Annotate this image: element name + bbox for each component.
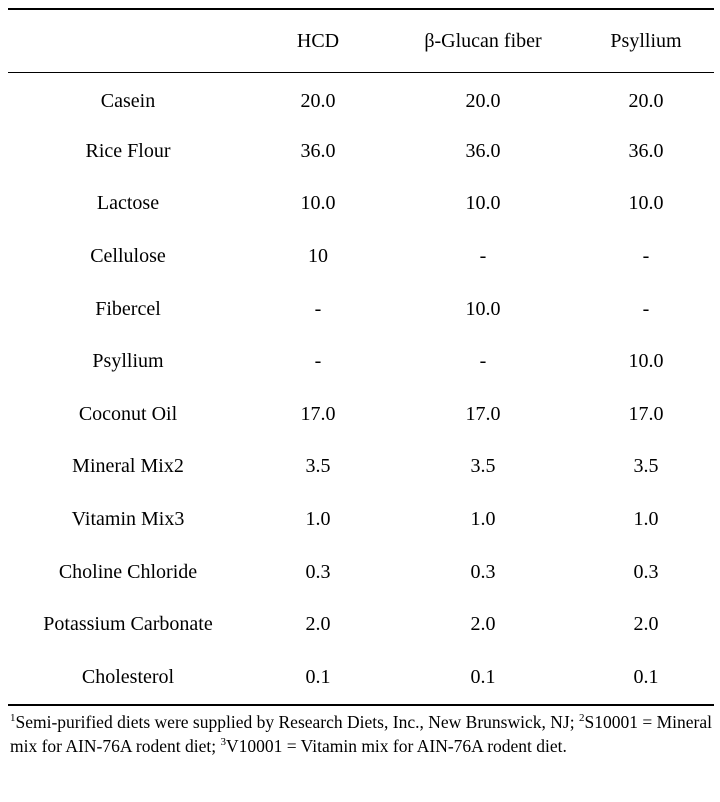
header-row: HCD β-Glucan fiber Psyllium [8,10,714,72]
table-cell: - [479,350,487,373]
table-cell: 36.0 [300,139,336,162]
table-body: Casein 20.0 20.0 20.0 Rice Flour 36.0 36.0 36.0… [8,72,714,703]
footnote-text-2: S10001 = Mineral mix for AIN-76A rodent … [10,712,713,756]
table-row: Cellulose 10 - - [8,230,714,283]
table-cell: 10.0 [465,192,501,215]
row-label: Mineral Mix2 [72,455,184,478]
table-cell: 20.0 [465,90,501,113]
table-cell: 0.3 [305,560,331,583]
header-cell-ingredient [8,10,248,72]
table-cell: - [479,245,487,268]
table-cell: 10.0 [300,192,336,215]
table-row: Rice Flour 36.0 36.0 36.0 [8,125,714,178]
table-cell: 17.0 [465,402,501,425]
row-label: Lactose [96,192,160,215]
table-cell: 0.3 [633,560,659,583]
table-footnote: 1Semi-purified diets were supplied by Re… [10,710,712,758]
footnote-marker-1: 1 [10,712,16,725]
table-row: Vitamin Mix3 1.0 1.0 1.0 [8,493,714,546]
table-cell: 3.5 [470,455,496,478]
table-cell: - [642,297,650,320]
table-cell: 1.0 [633,508,659,531]
row-label: Coconut Oil [78,402,178,425]
table-row: Choline Chloride 0.3 0.3 0.3 [8,545,714,598]
table-cell: 2.0 [633,613,659,636]
row-label: Fibercel [95,297,161,320]
table-cell: 36.0 [465,139,501,162]
row-label: Cellulose [90,245,166,268]
table-cell: 10 [308,245,328,268]
header-rule [8,72,714,73]
table-row: Cholesterol 0.1 0.1 0.1 [8,651,714,704]
table-cell: 10.0 [465,297,501,320]
header-cell-hcd: HCD [296,30,340,52]
table-cell: - [314,350,322,373]
table-cell: 0.1 [305,665,331,688]
table-cell: 0.3 [470,560,496,583]
table-cell: 17.0 [300,402,336,425]
table-cell: 2.0 [305,613,331,636]
table-cell: 20.0 [628,90,664,113]
table-row: Mineral Mix2 3.5 3.5 3.5 [8,440,714,493]
table-cell: 3.5 [305,455,331,478]
top-rule [8,8,714,10]
table-cell: 1.0 [305,508,331,531]
row-label: Casein [100,90,156,113]
footnote-marker-3: 3 [220,736,226,749]
table-cell: 36.0 [628,139,664,162]
table-row: Coconut Oil 17.0 17.0 17.0 [8,388,714,441]
footnote-text-1: Semi-purified diets were supplied by Res… [15,712,579,732]
table-cell: 0.1 [633,665,659,688]
table-cell: 3.5 [633,455,659,478]
table-cell: 0.1 [470,665,496,688]
row-label: Choline Chloride [58,560,198,583]
table-cell: 10.0 [628,192,664,215]
table-row: Psyllium - - 10.0 [8,335,714,388]
row-label: Rice Flour [85,139,171,162]
footnote-text-3: V10001 = Vitamin mix for AIN-76A rodent … [225,736,567,756]
header-cell-beta-glucan: β-Glucan fiber [424,30,542,52]
row-label: Vitamin Mix3 [71,508,185,531]
table-cell: 2.0 [470,613,496,636]
row-label: Psyllium [92,350,164,373]
table-cell: - [642,245,650,268]
table-cell: 1.0 [470,508,496,531]
row-label: Potassium Carbonate [43,613,213,636]
table-row: Fibercel - 10.0 - [8,282,714,335]
row-label: Cholesterol [81,665,175,688]
table-cell: 10.0 [628,350,664,373]
footnote-marker-2: 2 [578,712,585,725]
table-cell: 20.0 [300,90,336,113]
table-row: Potassium Carbonate 2.0 2.0 2.0 [8,598,714,651]
header-cell-psyllium: Psyllium [610,30,682,52]
table-cell: - [314,297,322,320]
table-cell: 17.0 [628,402,664,425]
table-row: Casein 20.0 20.0 20.0 [8,72,714,125]
table-row: Lactose 10.0 10.0 10.0 [8,177,714,230]
bottom-rule [8,704,714,706]
diet-composition-table: HCD β-Glucan fiber Psyllium Casein 20.0 20… [8,10,714,703]
